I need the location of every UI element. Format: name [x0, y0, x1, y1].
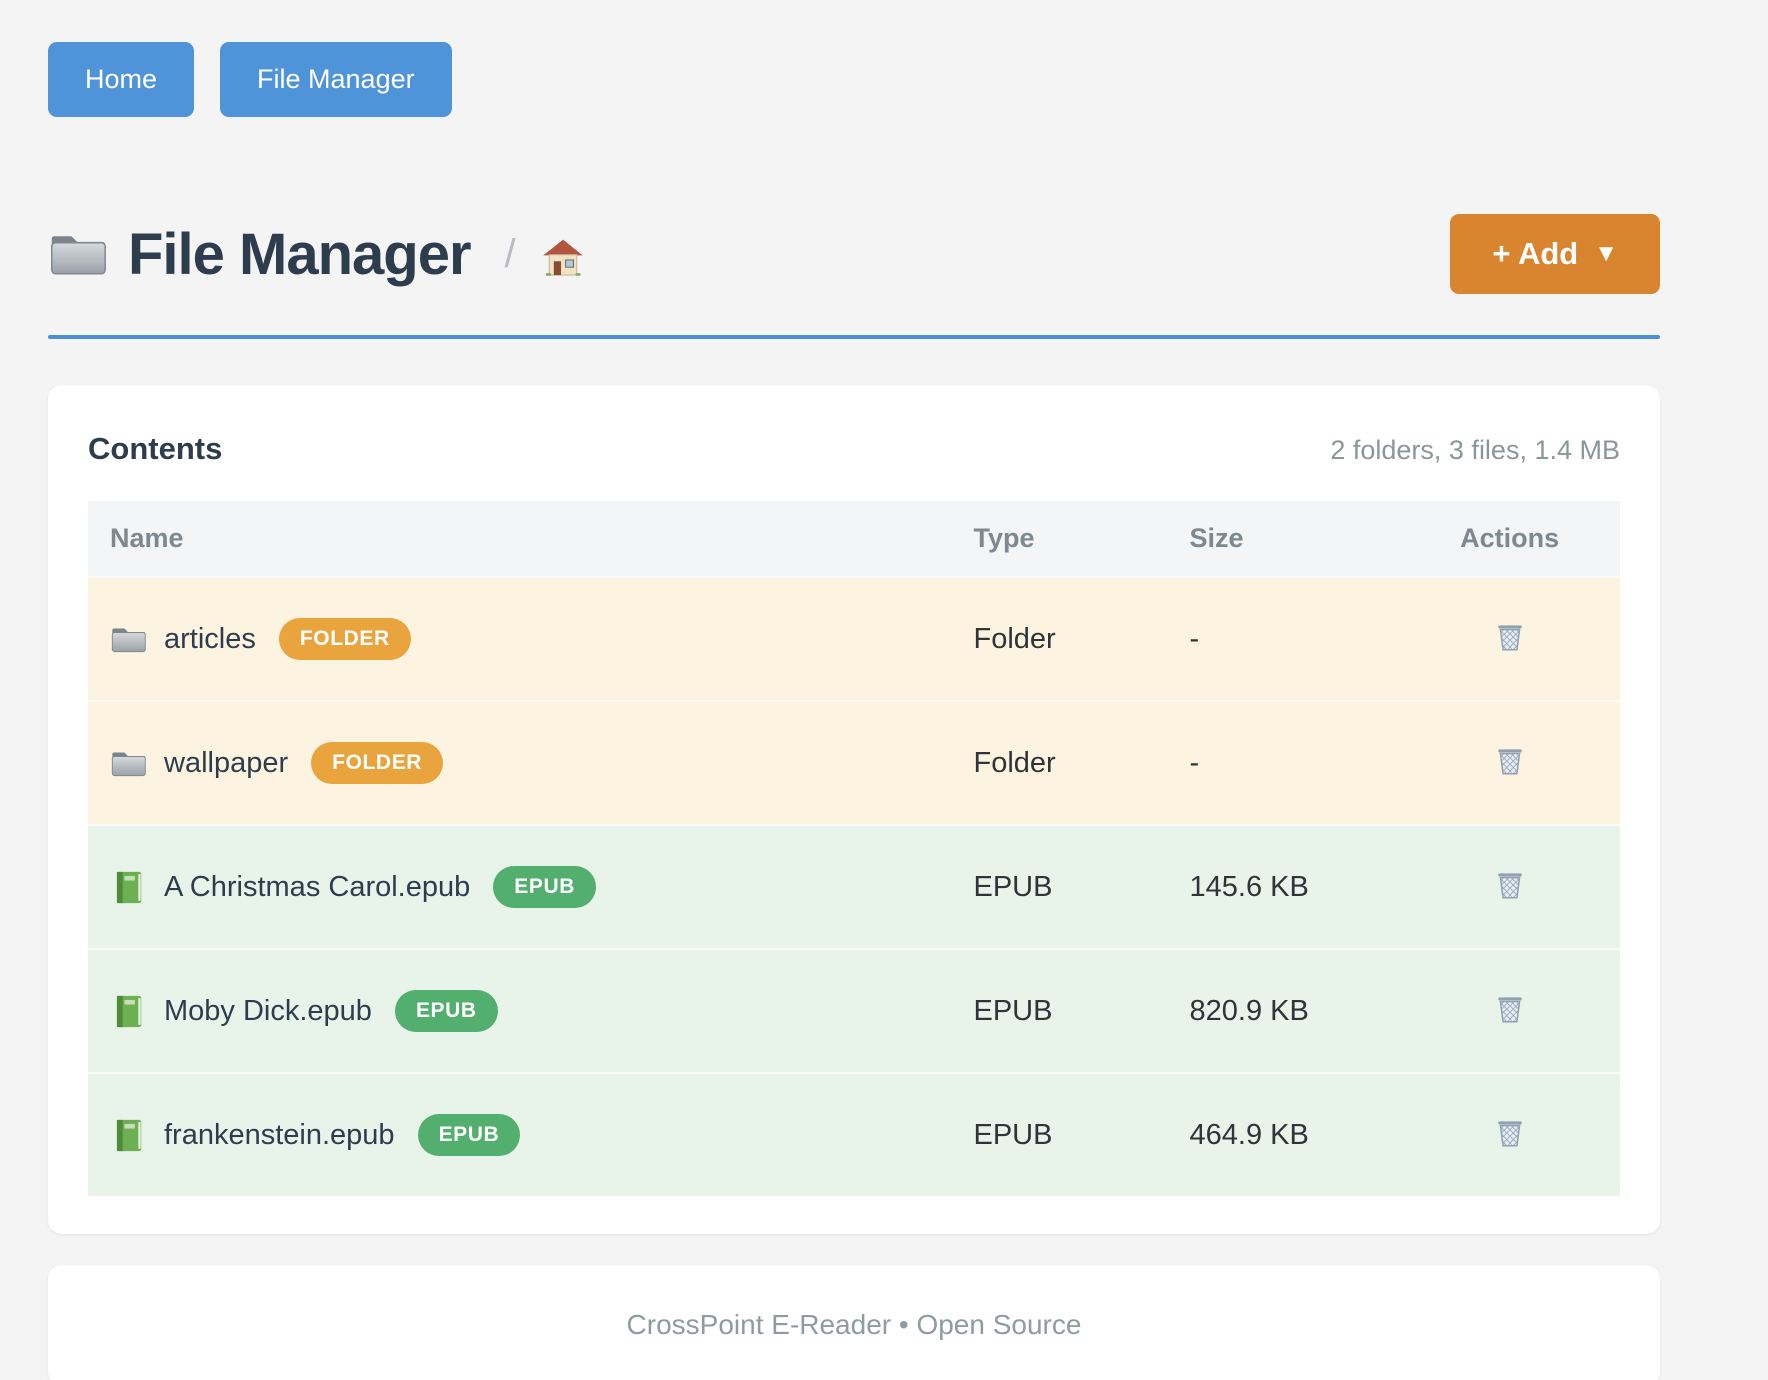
trash-icon	[1493, 744, 1527, 778]
file-name[interactable]: articles	[164, 622, 256, 655]
file-type: Folder	[973, 746, 1056, 779]
top-nav: Home File Manager	[48, 0, 1660, 117]
delete-button[interactable]	[1489, 988, 1531, 1030]
page-header: File Manager / + Add ▼	[48, 189, 1660, 319]
type-badge: FOLDER	[311, 742, 444, 784]
trash-icon	[1493, 1116, 1527, 1150]
file-name[interactable]: wallpaper	[164, 746, 289, 779]
file-name[interactable]: frankenstein.epub	[164, 1118, 395, 1151]
contents-heading: Contents	[88, 431, 223, 466]
nav-home-button[interactable]: Home	[48, 42, 195, 117]
chevron-down-icon: ▼	[1594, 240, 1618, 267]
contents-summary: 2 folders, 3 files, 1.4 MB	[1330, 435, 1620, 465]
file-name[interactable]: A Christmas Carol.epub	[164, 870, 471, 903]
add-button[interactable]: + Add ▼	[1450, 214, 1660, 294]
column-header-name: Name	[110, 523, 184, 553]
file-size: 820.9 KB	[1189, 994, 1309, 1027]
column-header-type: Type	[973, 523, 1035, 553]
file-table: Name Type Size Actions articles FOLDER F…	[88, 501, 1620, 1196]
add-button-label: + Add	[1492, 236, 1579, 271]
page-title: File Manager	[128, 221, 472, 287]
file-size: -	[1189, 622, 1200, 655]
file-type: EPUB	[973, 870, 1053, 903]
contents-card: Contents 2 folders, 3 files, 1.4 MB Name…	[48, 385, 1660, 1234]
footer-text: CrossPoint E-Reader • Open Source	[626, 1309, 1082, 1340]
trash-icon	[1493, 868, 1527, 902]
folder-icon	[48, 224, 108, 284]
trash-icon	[1493, 620, 1527, 654]
file-size: 464.9 KB	[1189, 1118, 1309, 1151]
breadcrumb-separator: /	[504, 231, 516, 276]
table-row[interactable]: wallpaper FOLDER Folder -	[88, 701, 1620, 825]
type-badge: EPUB	[417, 1114, 521, 1156]
page-title-group: File Manager /	[48, 221, 584, 288]
type-badge: EPUB	[394, 990, 498, 1032]
folder-icon	[110, 745, 147, 782]
delete-button[interactable]	[1489, 864, 1531, 906]
file-type: EPUB	[973, 994, 1053, 1027]
green-book-icon	[110, 993, 147, 1030]
table-row[interactable]: articles FOLDER Folder -	[88, 577, 1620, 701]
footer-card: CrossPoint E-Reader • Open Source	[48, 1265, 1660, 1380]
folder-icon	[110, 621, 147, 658]
delete-button[interactable]	[1489, 1112, 1531, 1154]
table-row[interactable]: Moby Dick.epub EPUB EPUB 820.9 KB	[88, 949, 1620, 1073]
file-size: -	[1189, 746, 1200, 779]
table-row[interactable]: frankenstein.epub EPUB EPUB 464.9 KB	[88, 1073, 1620, 1196]
type-badge: FOLDER	[278, 618, 411, 660]
table-row[interactable]: A Christmas Carol.epub EPUB EPUB 145.6 K…	[88, 825, 1620, 949]
green-book-icon	[110, 869, 147, 906]
delete-button[interactable]	[1489, 740, 1531, 782]
type-badge: EPUB	[493, 866, 596, 908]
file-name[interactable]: Moby Dick.epub	[164, 994, 372, 1027]
green-book-icon	[110, 1117, 147, 1154]
page-container: Home File Manager File Manager / + Add ▼…	[48, 0, 1660, 1380]
nav-file-manager-button[interactable]: File Manager	[220, 42, 452, 117]
file-type: EPUB	[973, 1118, 1053, 1151]
file-size: 145.6 KB	[1189, 870, 1309, 903]
column-header-size: Size	[1189, 523, 1244, 553]
file-type: Folder	[973, 622, 1056, 655]
delete-button[interactable]	[1489, 616, 1531, 658]
contents-card-header: Contents 2 folders, 3 files, 1.4 MB	[88, 431, 1620, 467]
table-header-row: Name Type Size Actions	[88, 501, 1620, 577]
trash-icon	[1493, 992, 1527, 1026]
home-icon[interactable]	[542, 237, 584, 279]
title-divider	[48, 335, 1660, 339]
column-header-actions: Actions	[1460, 523, 1560, 553]
